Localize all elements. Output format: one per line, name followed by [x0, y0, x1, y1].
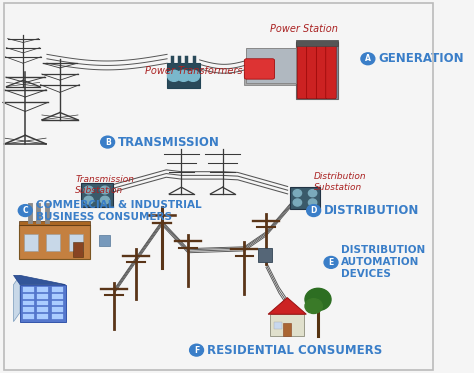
Circle shape — [309, 189, 317, 197]
FancyBboxPatch shape — [23, 287, 34, 292]
FancyBboxPatch shape — [46, 234, 60, 251]
FancyBboxPatch shape — [297, 45, 308, 99]
FancyBboxPatch shape — [244, 59, 274, 79]
Circle shape — [307, 205, 320, 216]
Circle shape — [305, 299, 322, 313]
Text: F: F — [194, 346, 199, 355]
Circle shape — [293, 189, 301, 197]
FancyBboxPatch shape — [37, 287, 48, 292]
Circle shape — [305, 288, 331, 311]
FancyBboxPatch shape — [167, 63, 200, 88]
FancyBboxPatch shape — [20, 285, 65, 322]
FancyBboxPatch shape — [326, 45, 336, 99]
Text: GENERATION: GENERATION — [378, 52, 464, 65]
Text: Power Transformers: Power Transformers — [145, 66, 242, 76]
Circle shape — [100, 196, 109, 204]
Polygon shape — [14, 275, 65, 285]
FancyBboxPatch shape — [23, 307, 34, 312]
FancyBboxPatch shape — [258, 248, 272, 262]
Text: B: B — [105, 138, 110, 147]
Text: TRANSMISSION: TRANSMISSION — [118, 135, 220, 148]
Circle shape — [100, 136, 115, 148]
FancyBboxPatch shape — [244, 72, 327, 85]
FancyBboxPatch shape — [52, 301, 63, 305]
FancyBboxPatch shape — [283, 323, 291, 336]
FancyBboxPatch shape — [52, 287, 63, 292]
Text: Distribution
Substation: Distribution Substation — [314, 172, 366, 192]
Text: D: D — [310, 206, 317, 215]
Circle shape — [293, 199, 301, 206]
FancyBboxPatch shape — [52, 307, 63, 312]
FancyBboxPatch shape — [23, 314, 34, 319]
FancyBboxPatch shape — [270, 314, 304, 336]
Text: E: E — [328, 258, 334, 267]
Circle shape — [84, 186, 93, 194]
FancyBboxPatch shape — [99, 235, 110, 246]
FancyBboxPatch shape — [52, 314, 63, 319]
Polygon shape — [14, 275, 20, 322]
Circle shape — [84, 196, 93, 204]
FancyBboxPatch shape — [274, 322, 282, 329]
Text: RESIDENTIAL CONSUMERS: RESIDENTIAL CONSUMERS — [207, 344, 382, 357]
Circle shape — [100, 186, 109, 194]
FancyBboxPatch shape — [37, 307, 48, 312]
Circle shape — [324, 257, 338, 268]
FancyBboxPatch shape — [316, 45, 327, 99]
FancyBboxPatch shape — [73, 242, 83, 257]
FancyBboxPatch shape — [23, 294, 34, 299]
Text: DISTRIBUTION
AUTOMATION
DEVICES: DISTRIBUTION AUTOMATION DEVICES — [341, 245, 426, 279]
FancyBboxPatch shape — [296, 42, 337, 100]
Circle shape — [309, 199, 317, 206]
FancyBboxPatch shape — [307, 45, 317, 99]
FancyBboxPatch shape — [19, 225, 91, 259]
FancyBboxPatch shape — [37, 314, 48, 319]
FancyBboxPatch shape — [290, 186, 320, 209]
Circle shape — [167, 70, 181, 81]
FancyBboxPatch shape — [23, 301, 34, 305]
Circle shape — [187, 70, 200, 81]
FancyBboxPatch shape — [24, 234, 38, 251]
FancyBboxPatch shape — [69, 234, 83, 251]
FancyBboxPatch shape — [19, 221, 91, 225]
Circle shape — [18, 205, 32, 216]
Circle shape — [177, 70, 190, 81]
Text: A: A — [365, 54, 371, 63]
Text: C: C — [22, 206, 28, 215]
FancyBboxPatch shape — [81, 183, 113, 207]
Text: Power Station: Power Station — [270, 23, 338, 34]
Circle shape — [190, 344, 203, 356]
FancyBboxPatch shape — [52, 294, 63, 299]
FancyBboxPatch shape — [37, 301, 48, 305]
Polygon shape — [268, 298, 306, 314]
FancyBboxPatch shape — [37, 294, 48, 299]
FancyBboxPatch shape — [246, 48, 296, 83]
Text: COMMERCIAL & INDUSTRIAL
BUSINESS CONSUMERS: COMMERCIAL & INDUSTRIAL BUSINESS CONSUME… — [36, 200, 201, 222]
Text: Transmission
Substation: Transmission Substation — [75, 175, 134, 195]
Circle shape — [361, 53, 375, 65]
FancyBboxPatch shape — [296, 40, 337, 46]
Text: DISTRIBUTION: DISTRIBUTION — [324, 204, 419, 217]
